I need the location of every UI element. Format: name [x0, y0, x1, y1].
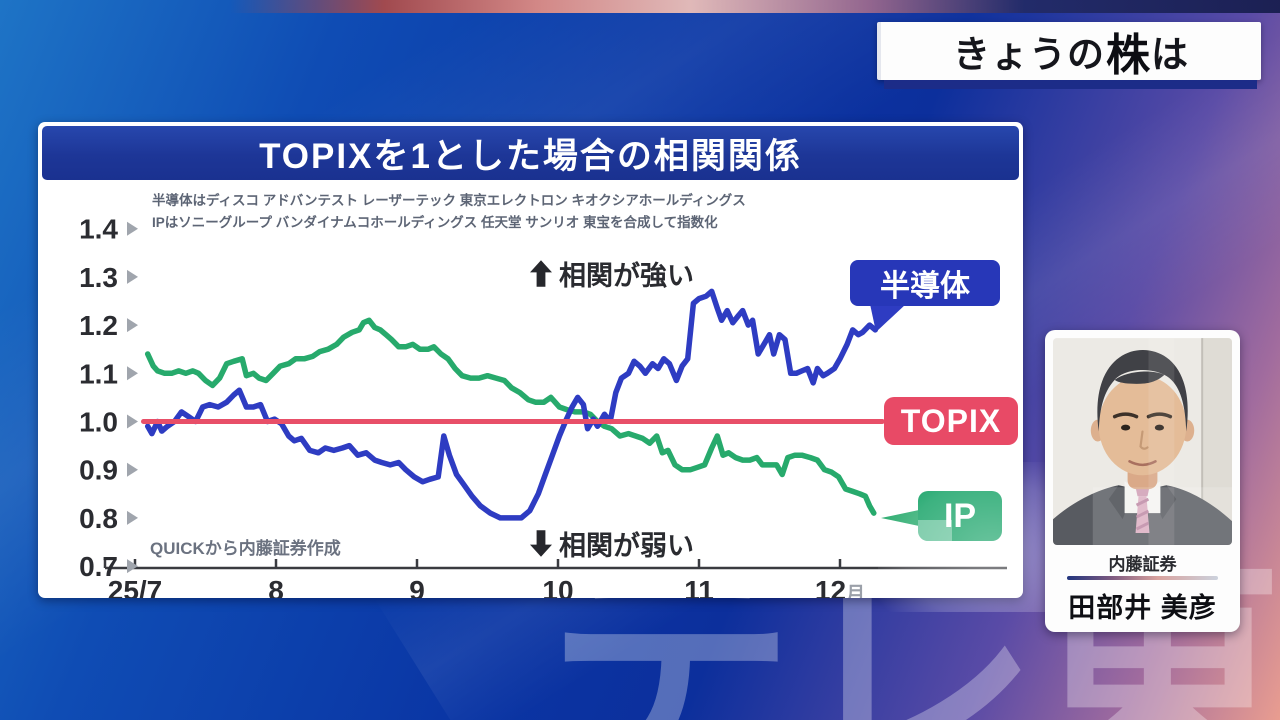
- svg-text:1.2: 1.2: [79, 310, 118, 341]
- annotation-strong: 相関が強い: [530, 254, 694, 293]
- analyst-card: 内藤証券 田部井 美彦: [1045, 330, 1240, 632]
- watermark-haze-on-ip-label: [918, 520, 952, 541]
- headline-emphasis: 株: [1106, 31, 1150, 80]
- svg-text:8: 8: [268, 575, 284, 598]
- analyst-portrait-illustration: [1053, 338, 1232, 545]
- chart-card: TOPIXを1とした場合の相関関係 半導体はディスコ アドバンテスト レーザーテ…: [38, 122, 1068, 612]
- annotation-strong-text: 相関が強い: [559, 261, 694, 291]
- chart-source-credit: QUICKから内藤証券作成: [150, 539, 341, 558]
- headline-underline: [884, 80, 1257, 89]
- svg-text:0.7: 0.7: [79, 551, 118, 582]
- svg-text:0.8: 0.8: [79, 503, 118, 534]
- annotation-weak: 相関が弱い: [530, 524, 694, 563]
- svg-text:0.9: 0.9: [79, 455, 118, 486]
- series-label-semiconductor: 半導体: [850, 260, 1000, 306]
- headline-suffix: は: [1151, 34, 1189, 75]
- top-light-band: [0, 0, 1280, 13]
- up-arrow-icon: [530, 260, 552, 287]
- svg-text:25/7: 25/7: [108, 575, 163, 598]
- series-label-ip: IP: [918, 491, 1002, 541]
- down-arrow-icon: [530, 530, 552, 557]
- analyst-photo: [1053, 338, 1232, 545]
- headline-prefix: きょうの: [953, 34, 1105, 75]
- footnote-line2: IPはソニーグループ バンダイナムコホールディングス 任天堂 サンリオ 東宝を合…: [152, 215, 718, 230]
- svg-text:1.4: 1.4: [79, 214, 118, 245]
- annotation-weak-text: 相関が弱い: [559, 531, 694, 561]
- footnote-line1: 半導体はディスコ アドバンテスト レーザーテック 東京エレクトロン キオクシアホ…: [152, 193, 746, 208]
- chart-title-bar: TOPIXを1とした場合の相関関係: [42, 126, 1019, 180]
- chart-footnote: 半導体はディスコ アドバンテスト レーザーテック 東京エレクトロン キオクシアホ…: [152, 190, 746, 234]
- program-headline: きょうの株は: [877, 22, 1261, 80]
- svg-text:9: 9: [409, 575, 425, 598]
- svg-text:1.3: 1.3: [79, 262, 118, 293]
- chart-title: TOPIXを1とした場合の相関関係: [259, 136, 802, 176]
- svg-text:1.0: 1.0: [79, 407, 118, 438]
- svg-text:10: 10: [542, 575, 573, 598]
- svg-text:11: 11: [684, 575, 714, 598]
- svg-text:1.1: 1.1: [79, 358, 118, 389]
- analyst-divider: [1067, 576, 1218, 580]
- svg-text:12月: 12月: [815, 575, 865, 598]
- series-label-topix: TOPIX: [884, 397, 1018, 445]
- analyst-company: 内藤証券: [1108, 555, 1177, 574]
- analyst-name: 田部井 美彦: [1068, 593, 1217, 623]
- correlation-line-chart: 25/7 8 9 10 11 12月 1.4 1.3 1.2 1.1 1.0 0.9 0.8 0.7: [79, 214, 1007, 598]
